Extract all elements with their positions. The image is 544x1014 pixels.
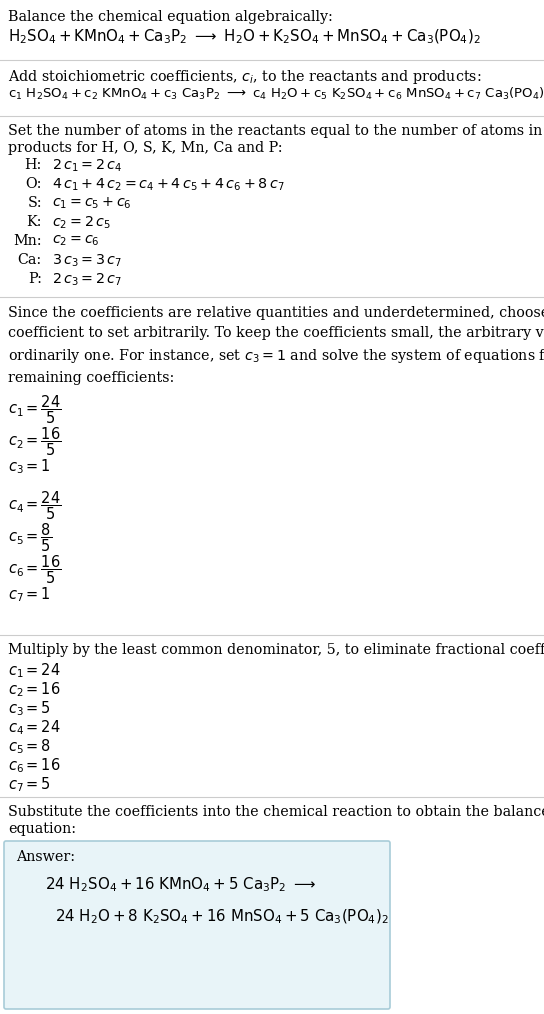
Text: $c_5 = \dfrac{8}{5}$: $c_5 = \dfrac{8}{5}$ — [8, 521, 52, 554]
Text: $2\,c_1 = 2\,c_4$: $2\,c_1 = 2\,c_4$ — [52, 158, 122, 174]
FancyBboxPatch shape — [4, 841, 390, 1009]
Text: $c_1 = \dfrac{24}{5}$: $c_1 = \dfrac{24}{5}$ — [8, 393, 61, 426]
Text: products for H, O, S, K, Mn, Ca and P:: products for H, O, S, K, Mn, Ca and P: — [8, 141, 283, 155]
Text: Add stoichiometric coefficients, $c_i$, to the reactants and products:: Add stoichiometric coefficients, $c_i$, … — [8, 68, 481, 86]
Text: Answer:: Answer: — [16, 850, 75, 864]
Text: $c_3 = 1$: $c_3 = 1$ — [8, 457, 51, 476]
Text: equation:: equation: — [8, 822, 76, 836]
Text: $c_6 = 16$: $c_6 = 16$ — [8, 756, 60, 775]
Text: $c_3 = 5$: $c_3 = 5$ — [8, 699, 51, 718]
Text: $c_1 = 24$: $c_1 = 24$ — [8, 661, 61, 679]
Text: $4\,c_1 + 4\,c_2 = c_4 + 4\,c_5 + 4\,c_6 + 8\,c_7$: $4\,c_1 + 4\,c_2 = c_4 + 4\,c_5 + 4\,c_6… — [52, 177, 285, 194]
Text: O:: O: — [26, 177, 42, 191]
Text: $\mathrm{24\ H_2SO_4 + 16\ KMnO_4 + 5\ Ca_3P_2 \ \longrightarrow}$: $\mathrm{24\ H_2SO_4 + 16\ KMnO_4 + 5\ C… — [45, 875, 317, 893]
Text: K:: K: — [27, 215, 42, 229]
Text: $\mathrm{24\ H_2O + 8\ K_2SO_4 + 16\ MnSO_4 + 5\ Ca_3(PO_4)_2}$: $\mathrm{24\ H_2O + 8\ K_2SO_4 + 16\ MnS… — [55, 908, 388, 927]
Text: $c_2 = 16$: $c_2 = 16$ — [8, 680, 60, 699]
Text: $\mathrm{H_2SO_4 + KMnO_4 + Ca_3P_2 \ \longrightarrow \ H_2O + K_2SO_4 + MnSO_4 : $\mathrm{H_2SO_4 + KMnO_4 + Ca_3P_2 \ \l… — [8, 28, 481, 47]
Text: Mn:: Mn: — [14, 234, 42, 248]
Text: Substitute the coefficients into the chemical reaction to obtain the balanced: Substitute the coefficients into the che… — [8, 805, 544, 819]
Text: $c_1 = c_5 + c_6$: $c_1 = c_5 + c_6$ — [52, 196, 132, 211]
Text: $\mathrm{c_1\ H_2SO_4 + c_2\ KMnO_4 + c_3\ Ca_3P_2 \ \longrightarrow \ c_4\ H_2O: $\mathrm{c_1\ H_2SO_4 + c_2\ KMnO_4 + c_… — [8, 86, 544, 102]
Text: $c_7 = 5$: $c_7 = 5$ — [8, 775, 51, 794]
Text: H:: H: — [24, 158, 42, 172]
Text: $c_2 = c_6$: $c_2 = c_6$ — [52, 234, 100, 248]
Text: $c_4 = 24$: $c_4 = 24$ — [8, 718, 61, 737]
Text: Since the coefficients are relative quantities and underdetermined, choose a
coe: Since the coefficients are relative quan… — [8, 306, 544, 385]
Text: $c_7 = 1$: $c_7 = 1$ — [8, 585, 51, 603]
Text: $2\,c_3 = 2\,c_7$: $2\,c_3 = 2\,c_7$ — [52, 272, 122, 288]
Text: Set the number of atoms in the reactants equal to the number of atoms in the: Set the number of atoms in the reactants… — [8, 124, 544, 138]
Text: $c_6 = \dfrac{16}{5}$: $c_6 = \dfrac{16}{5}$ — [8, 553, 61, 585]
Text: Multiply by the least common denominator, 5, to eliminate fractional coefficient: Multiply by the least common denominator… — [8, 643, 544, 657]
Text: $c_2 = 2\,c_5$: $c_2 = 2\,c_5$ — [52, 215, 111, 231]
Text: $c_4 = \dfrac{24}{5}$: $c_4 = \dfrac{24}{5}$ — [8, 489, 61, 521]
Text: Ca:: Ca: — [18, 254, 42, 267]
Text: $c_2 = \dfrac{16}{5}$: $c_2 = \dfrac{16}{5}$ — [8, 425, 61, 457]
Text: $3\,c_3 = 3\,c_7$: $3\,c_3 = 3\,c_7$ — [52, 254, 122, 270]
Text: Balance the chemical equation algebraically:: Balance the chemical equation algebraica… — [8, 10, 333, 24]
Text: P:: P: — [28, 272, 42, 286]
Text: $c_5 = 8$: $c_5 = 8$ — [8, 737, 51, 755]
Text: S:: S: — [27, 196, 42, 210]
